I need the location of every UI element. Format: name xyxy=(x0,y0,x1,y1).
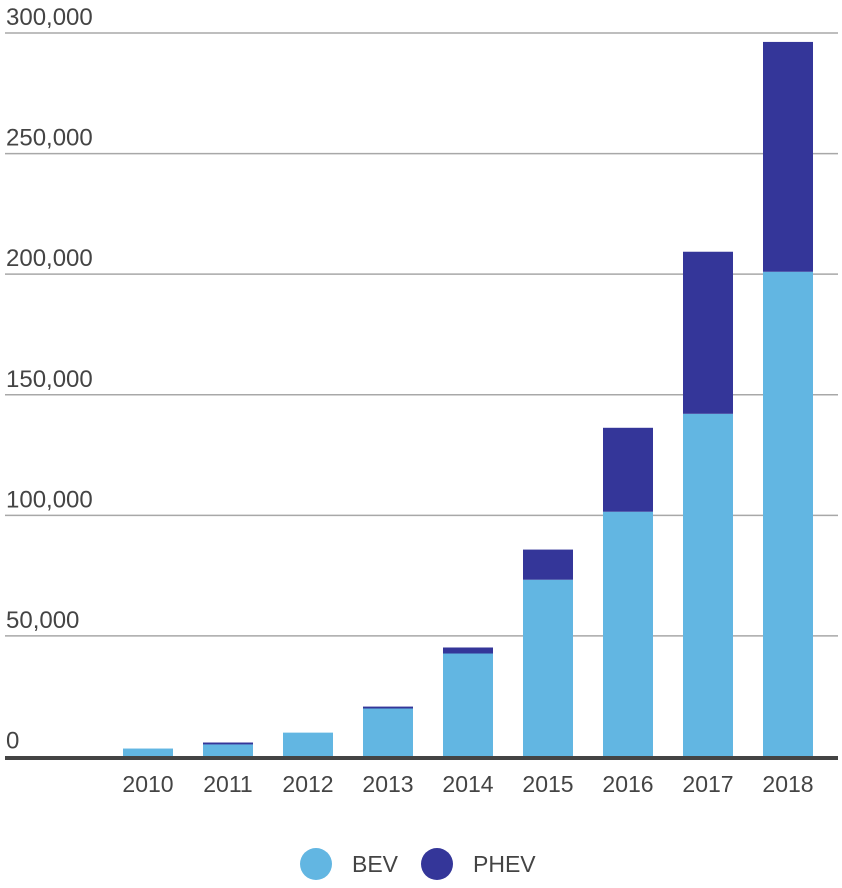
y-tick-label: 250,000 xyxy=(6,125,93,152)
bar-bev-2017 xyxy=(683,413,733,757)
bar-bev-2011 xyxy=(203,744,253,757)
legend-marker-bev xyxy=(300,848,332,880)
bar-phev-2013 xyxy=(363,706,413,709)
y-tick-label: 50,000 xyxy=(6,607,79,634)
bar-phev-2017 xyxy=(683,251,733,414)
x-tick-label: 2018 xyxy=(762,771,813,797)
x-tick-label: 2010 xyxy=(122,771,173,797)
bar-bev-2016 xyxy=(603,511,653,757)
bar-bev-2012 xyxy=(283,732,333,757)
bar-phev-2016 xyxy=(603,427,653,512)
y-tick-label: 100,000 xyxy=(6,486,93,513)
y-tick-label: 300,000 xyxy=(6,4,93,31)
bar-bev-2010 xyxy=(123,748,173,757)
legend-label-phev: PHEV xyxy=(473,851,536,877)
bar-phev-2014 xyxy=(443,647,493,654)
bar-bev-2013 xyxy=(363,708,413,757)
y-tick-label: 200,000 xyxy=(6,245,93,272)
bar-phev-2018 xyxy=(763,41,813,272)
x-tick-label: 2011 xyxy=(203,771,252,797)
bar-phev-2015 xyxy=(523,549,573,580)
legend-marker-phev xyxy=(421,848,453,880)
x-tick-label: 2016 xyxy=(602,771,653,797)
bar-bev-2014 xyxy=(443,653,493,757)
bar-bev-2015 xyxy=(523,579,573,757)
x-tick-label: 2014 xyxy=(442,771,493,797)
y-tick-label: 150,000 xyxy=(6,366,93,393)
x-tick-label: 2013 xyxy=(362,771,413,797)
bar-bev-2018 xyxy=(763,271,813,757)
x-tick-label: 2015 xyxy=(522,771,573,797)
x-tick-label: 2012 xyxy=(282,771,333,797)
x-tick-label: 2017 xyxy=(682,771,733,797)
bar-phev-2011 xyxy=(203,742,253,745)
y-tick-label: 0 xyxy=(6,728,19,755)
legend-label-bev: BEV xyxy=(352,851,399,877)
